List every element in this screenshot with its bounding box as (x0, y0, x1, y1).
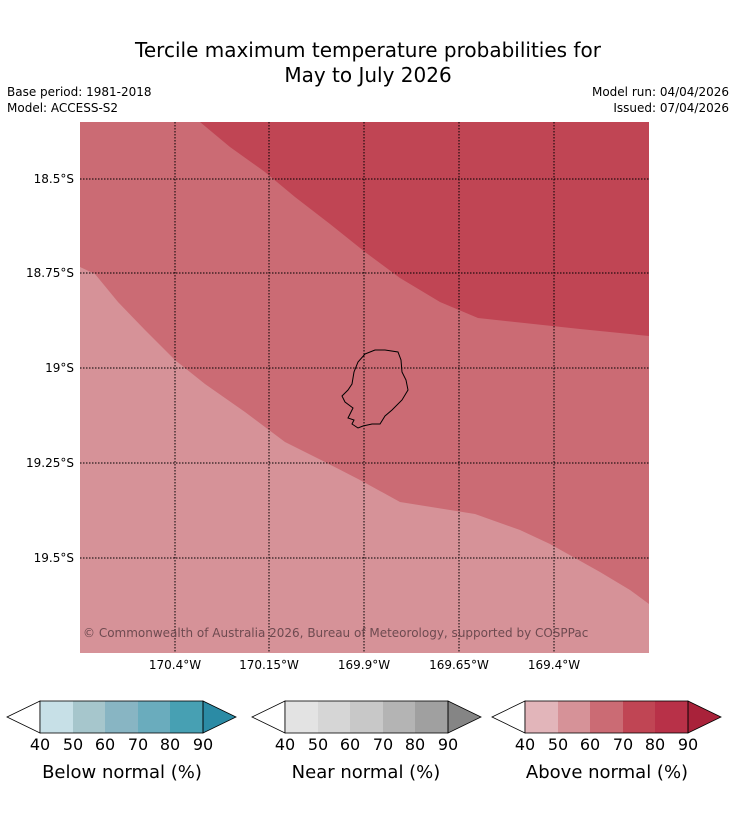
colorbar-extend-low (251, 700, 286, 734)
legend-tick: 80 (404, 735, 426, 754)
gridlines (80, 122, 649, 653)
title-line-2: May to July 2026 (284, 63, 452, 87)
probability-band-70-80 (200, 122, 649, 336)
legend-tick: 80 (159, 735, 181, 754)
legend-tick: 90 (437, 735, 459, 754)
colorbar-bin-70-80 (383, 701, 415, 733)
colorbar-below (6, 700, 237, 734)
colorbar-extend-high (447, 700, 482, 734)
niue-coastline (341, 349, 409, 429)
legend-tick: 90 (192, 735, 214, 754)
legend-tick: 60 (579, 735, 601, 754)
chart-title: Tercile maximum temperature probabilitie… (0, 38, 736, 88)
legend-near-normal (251, 700, 483, 736)
legend-tick: 60 (94, 735, 116, 754)
legend-tick: 70 (127, 735, 149, 754)
meta-left: Base period: 1981-2018 Model: ACCESS-S2 (7, 84, 152, 116)
colorbar-bin-60-70 (105, 701, 138, 733)
legend-tick: 40 (514, 735, 536, 754)
colorbar-bin-50-60 (558, 701, 590, 733)
legend-tick: 60 (339, 735, 361, 754)
colorbar-bin-40-50 (525, 701, 558, 733)
legend-title-below: Below normal (%) (42, 762, 202, 783)
colorbar-bin-60-70 (350, 701, 383, 733)
map-panel[interactable]: © Commonwealth of Australia 2026, Bureau… (80, 122, 649, 653)
colorbar-bin-80-90 (415, 701, 448, 733)
y-tick-label: 18.75°S (26, 266, 74, 280)
x-tick-label: 170.15°W (239, 658, 299, 672)
legend-tick: 50 (62, 735, 84, 754)
y-tick-label: 18.5°S (33, 172, 74, 186)
copyright-notice: © Commonwealth of Australia 2026, Bureau… (83, 626, 589, 640)
model-name: Model: ACCESS-S2 (7, 101, 119, 115)
legend-title-above: Above normal (%) (525, 762, 689, 783)
legend-tick: 70 (612, 735, 634, 754)
base-period: Base period: 1981-2018 (7, 85, 152, 99)
legend-tick: 50 (307, 735, 329, 754)
issued-date: Issued: 07/04/2026 (613, 101, 729, 115)
colorbar-bin-50-60 (73, 701, 105, 733)
legend-tick: 40 (29, 735, 51, 754)
legend-tick: 50 (547, 735, 569, 754)
colorbar-extend-low (6, 700, 41, 734)
colorbar-extend-high (687, 700, 722, 734)
colorbar-bin-80-90 (170, 701, 203, 733)
map-svg (80, 122, 649, 653)
legend-tick: 80 (644, 735, 666, 754)
x-tick-label: 169.65°W (429, 658, 489, 672)
legend-tick: 70 (372, 735, 394, 754)
legend-tick: 90 (677, 735, 699, 754)
legend-tick: 40 (274, 735, 296, 754)
legend-above-normal (491, 700, 723, 736)
meta-right: Model run: 04/04/2026 Issued: 07/04/2026 (592, 84, 729, 116)
legend-below-normal (6, 700, 238, 736)
colorbar-bin-40-50 (285, 701, 318, 733)
colorbar-near (251, 700, 482, 734)
x-tick-label: 169.9°W (337, 658, 391, 672)
colorbar-bin-40-50 (40, 701, 73, 733)
colorbar-bin-70-80 (623, 701, 655, 733)
model-run: Model run: 04/04/2026 (591, 85, 729, 99)
colorbar-bin-60-70 (590, 701, 623, 733)
colorbar-bin-50-60 (318, 701, 350, 733)
x-tick-label: 169.4°W (527, 658, 581, 672)
y-tick-label: 19.25°S (26, 456, 74, 470)
y-tick-label: 19.5°S (33, 551, 74, 565)
colorbar-bin-70-80 (138, 701, 170, 733)
colorbar-above (491, 700, 722, 734)
x-tick-label: 170.4°W (148, 658, 202, 672)
y-tick-label: 19°S (45, 361, 74, 375)
colorbar-extend-low (491, 700, 526, 734)
colorbar-extend-high (202, 700, 237, 734)
legend-title-near: Near normal (%) (291, 762, 441, 783)
colorbar-bin-80-90 (655, 701, 688, 733)
title-line-1: Tercile maximum temperature probabilitie… (135, 38, 601, 62)
